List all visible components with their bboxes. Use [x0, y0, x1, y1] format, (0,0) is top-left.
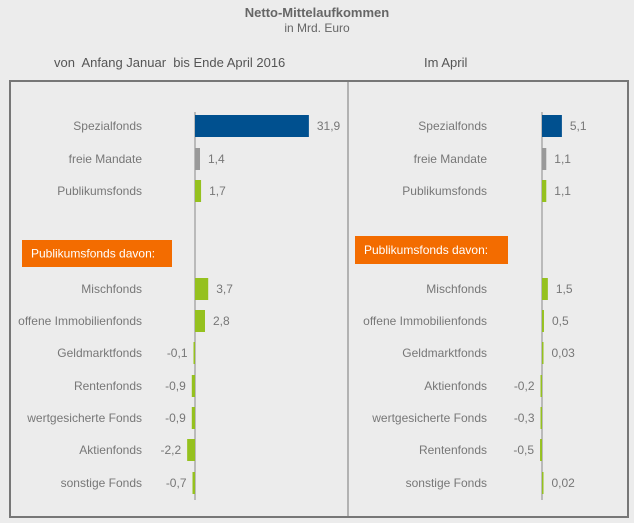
detail-bar — [195, 310, 205, 332]
detail-bar — [540, 375, 542, 397]
detail-bar — [192, 472, 195, 494]
detail-category-label: offene Immobilienfonds — [363, 314, 487, 328]
top-value-label: 1,1 — [554, 184, 571, 198]
chart-subtitle: in Mrd. Euro — [284, 21, 350, 35]
top-bar — [542, 148, 547, 170]
group-label-box — [22, 240, 172, 267]
detail-category-label: Rentenfonds — [74, 379, 142, 393]
top-category-label: Publikumsfonds — [402, 184, 487, 198]
detail-category-label: offene Immobilienfonds — [18, 314, 142, 328]
detail-value-label: -0,3 — [514, 411, 535, 425]
detail-bar — [540, 407, 542, 429]
chart-frame — [9, 80, 629, 518]
detail-bar — [195, 278, 209, 300]
top-category-label: Publikumsfonds — [57, 184, 142, 198]
detail-bar — [187, 439, 195, 461]
detail-value-label: 3,7 — [216, 282, 233, 296]
detail-value-label: 0,02 — [552, 476, 576, 490]
top-bar — [542, 115, 562, 137]
detail-value-label: -0,7 — [166, 476, 187, 490]
top-category-label: Spezialfonds — [418, 119, 487, 133]
detail-category-label: wertgesicherte Fonds — [371, 411, 487, 425]
top-value-label: 1,1 — [554, 152, 571, 166]
top-value-label: 5,1 — [570, 119, 587, 133]
group-label: Publikumsfonds davon: — [364, 243, 488, 257]
detail-value-label: 2,8 — [213, 314, 230, 328]
detail-category-label: Geldmarktfonds — [57, 346, 142, 360]
detail-value-label: 1,5 — [556, 282, 573, 296]
detail-bar — [193, 342, 195, 364]
detail-bar — [542, 278, 548, 300]
detail-category-label: Rentenfonds — [419, 443, 487, 457]
detail-value-label: -2,2 — [160, 443, 181, 457]
detail-bar — [191, 375, 195, 397]
top-bar — [542, 180, 547, 202]
detail-value-label: -0,5 — [513, 443, 534, 457]
chart-title: Netto-Mittelaufkommen — [244, 5, 390, 20]
detail-category-label: Aktienfonds — [424, 379, 487, 393]
detail-bar — [542, 342, 544, 364]
top-value-label: 1,4 — [208, 152, 225, 166]
detail-category-label: Geldmarktfonds — [402, 346, 487, 360]
detail-category-label: sonstige Fonds — [61, 476, 142, 490]
detail-value-label: 0,5 — [552, 314, 569, 328]
panel-title-left: von Anfang Januar bis Ende April 2016 — [54, 55, 286, 70]
detail-category-label: Mischfonds — [81, 282, 142, 296]
detail-value-label: -0,9 — [165, 379, 186, 393]
detail-bar — [542, 472, 544, 494]
top-value-label: 31,9 — [317, 119, 341, 133]
top-bar — [195, 115, 309, 137]
detail-category-label: Aktienfonds — [79, 443, 142, 457]
top-bar — [195, 148, 200, 170]
detail-category-label: Mischfonds — [426, 282, 487, 296]
detail-bar — [191, 407, 195, 429]
detail-value-label: -0,2 — [514, 379, 535, 393]
detail-bar — [540, 439, 542, 461]
top-category-label: freie Mandate — [69, 152, 143, 166]
top-value-label: 1,7 — [209, 184, 226, 198]
detail-value-label: -0,1 — [167, 346, 188, 360]
top-category-label: Spezialfonds — [73, 119, 142, 133]
detail-bar — [542, 310, 544, 332]
group-label: Publikumsfonds davon: — [31, 247, 155, 261]
detail-category-label: wertgesicherte Fonds — [26, 411, 142, 425]
detail-value-label: 0,03 — [552, 346, 576, 360]
panel-title-right: Im April — [424, 55, 468, 70]
detail-category-label: sonstige Fonds — [406, 476, 487, 490]
group-label-box — [355, 236, 508, 264]
detail-value-label: -0,9 — [165, 411, 186, 425]
top-bar — [195, 180, 202, 202]
top-category-label: freie Mandate — [414, 152, 488, 166]
